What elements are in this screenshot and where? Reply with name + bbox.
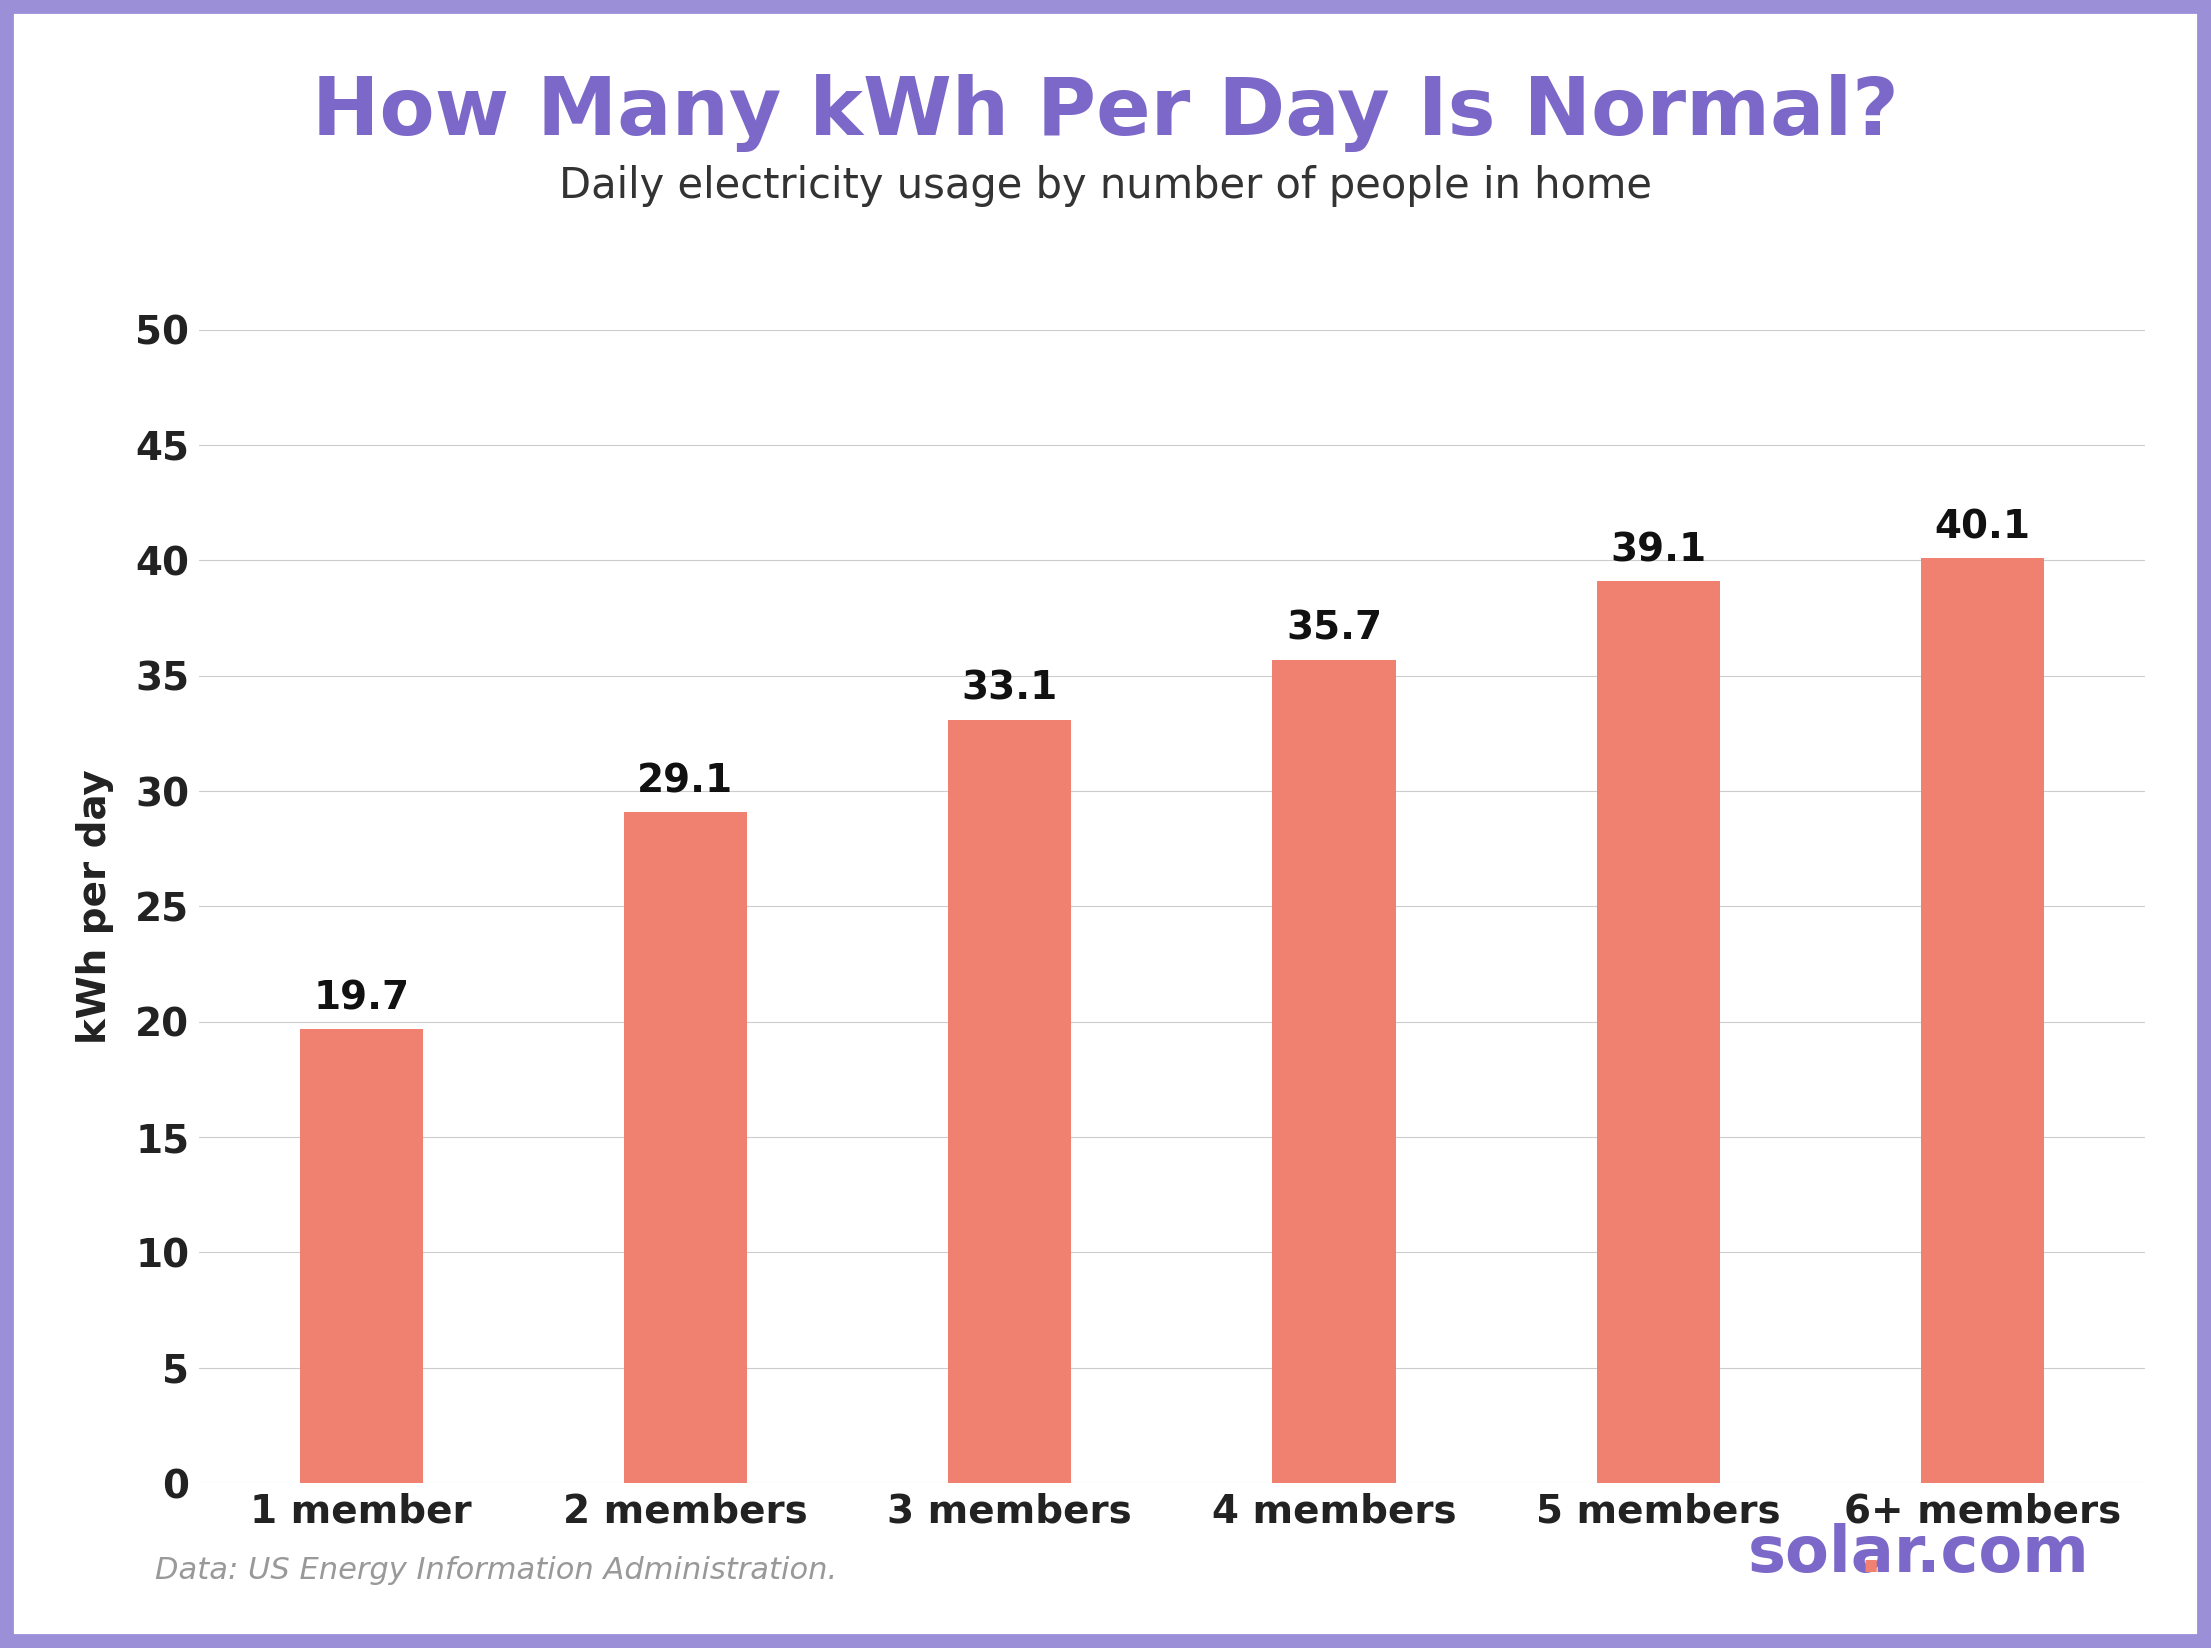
Bar xyxy=(298,1028,422,1483)
Bar xyxy=(624,812,747,1483)
Text: 40.1: 40.1 xyxy=(1935,509,2030,547)
Text: 29.1: 29.1 xyxy=(637,763,734,801)
Bar xyxy=(1596,582,1720,1483)
Text: How Many kWh Per Day Is Normal?: How Many kWh Per Day Is Normal? xyxy=(312,74,1899,152)
Y-axis label: kWh per day: kWh per day xyxy=(77,770,115,1043)
Text: .: . xyxy=(1859,1523,1884,1585)
Bar xyxy=(1921,559,2045,1483)
Text: Daily electricity usage by number of people in home: Daily electricity usage by number of peo… xyxy=(559,165,1652,206)
Text: 35.7: 35.7 xyxy=(1287,610,1382,648)
Bar xyxy=(1271,659,1395,1483)
Text: 19.7: 19.7 xyxy=(314,979,409,1017)
Text: Data: US Energy Information Administration.: Data: US Energy Information Administrati… xyxy=(155,1556,838,1585)
Bar xyxy=(949,720,1072,1483)
Text: 39.1: 39.1 xyxy=(1610,532,1707,570)
Text: 33.1: 33.1 xyxy=(962,671,1057,709)
Text: solar.com: solar.com xyxy=(1747,1523,2089,1585)
